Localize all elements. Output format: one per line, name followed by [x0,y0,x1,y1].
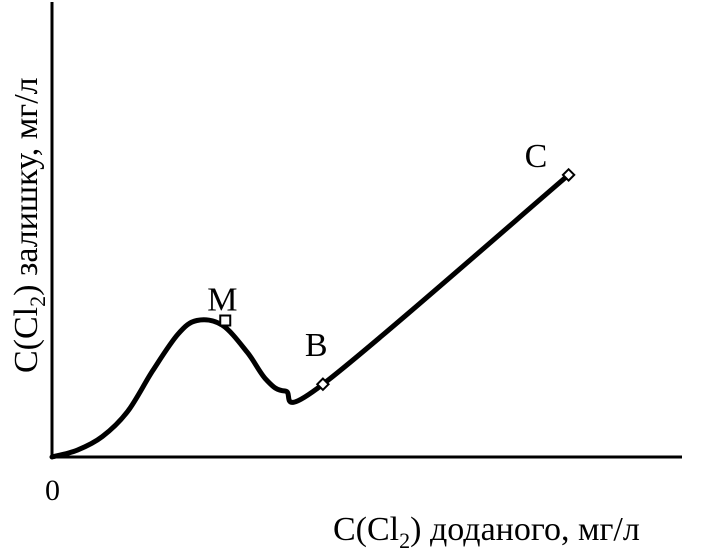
annotation-label-m: M [207,282,237,319]
origin-label: 0 [45,474,60,507]
marker-c [561,167,576,182]
x-axis-label-pre: C(Cl [333,511,399,548]
y-axis-label-pre: C(Cl [8,307,45,373]
markers [219,167,576,392]
y-axis-label-sub: 2 [25,296,50,307]
annotation-label-b: B [305,327,328,364]
annotation-label-c: C [525,138,548,175]
y-axis-label: C(Cl2) залишку, мг/л [8,77,50,373]
marker-m [219,314,232,327]
x-axis-label: C(Cl2) доданого, мг/л [333,511,640,553]
x-axis-label-sub: 2 [399,528,410,553]
series-line [49,172,572,460]
y-axis-label-post: ) залишку, мг/л [8,77,45,296]
marker-b [315,377,330,392]
annotation-labels: M B C [207,138,547,364]
x-axis-label-post: ) доданого, мг/л [410,511,640,548]
